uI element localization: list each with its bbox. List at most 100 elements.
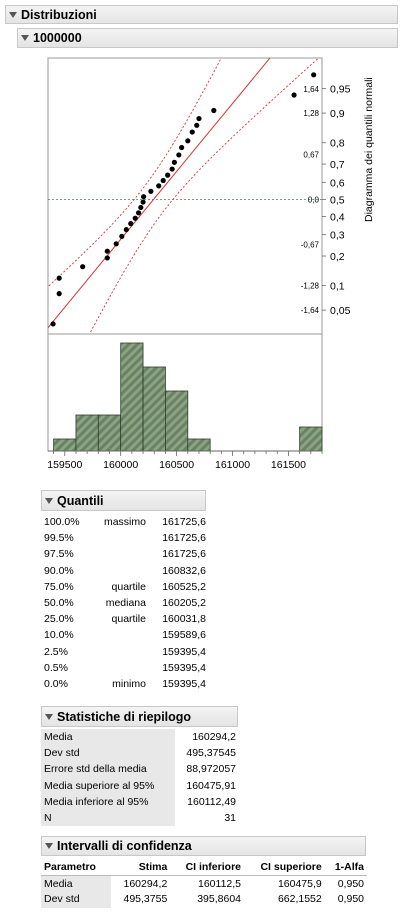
- quantile-pct: 25.0%: [44, 613, 74, 626]
- distributions-header[interactable]: Distribuzioni: [5, 5, 398, 24]
- summary-table: Media 160294,2 Dev std 495,37545 Errore std …: [41, 729, 239, 827]
- disclosure-triangle-icon[interactable]: [45, 843, 53, 849]
- quantile-point: [160, 177, 166, 184]
- quantile-label: [91, 563, 149, 579]
- summary-row: Media superiore al 95% 160475,91: [41, 777, 239, 794]
- x-tick-label: 160500: [159, 459, 194, 471]
- confidence-value: 160112,5: [197, 877, 241, 890]
- summary-row: N 31: [41, 809, 239, 827]
- confidence-column-header: Parametro: [41, 859, 111, 876]
- summary-label: N: [41, 809, 175, 827]
- confidence-table: Parametro Stima CI inferiore CI superiore 1-…: [41, 859, 367, 908]
- quantile-point: [113, 241, 119, 247]
- quantile-point: [148, 188, 154, 194]
- quantile-label: massimo: [103, 516, 146, 529]
- confidence-value: 160294,2: [123, 877, 168, 890]
- quantile-row: 0.5% 159395,4: [41, 660, 209, 676]
- histogram-bar: [142, 366, 166, 452]
- confidence-column-header: 1-Alfa: [324, 859, 367, 876]
- disclosure-triangle-icon[interactable]: [21, 35, 29, 41]
- z-tick-label: -1,64: [301, 306, 320, 315]
- quantile-point: [211, 107, 217, 114]
- variable-header[interactable]: 1000000: [17, 28, 398, 48]
- quantile-value: 159395,4: [162, 661, 206, 674]
- quantile-pct: 0.0%: [44, 677, 68, 690]
- confidence-value: 395,8604: [197, 893, 241, 906]
- probability-tick-label: 0,4: [330, 211, 345, 223]
- quantile-label: [91, 660, 149, 676]
- quantiles-header[interactable]: Quantili: [41, 490, 206, 511]
- summary-label: Errore std della media: [41, 761, 175, 778]
- quantile-point: [123, 227, 129, 233]
- quantile-point: [291, 92, 297, 98]
- quantile-value: 160205,2: [162, 597, 206, 610]
- quantile-pct: 90.0%: [44, 564, 74, 577]
- z-tick-label: 0,0: [308, 195, 320, 204]
- probability-tick-label: 0,9: [330, 108, 345, 120]
- summary-label: Media superiore al 95%: [41, 777, 175, 794]
- x-tick-label: 161500: [271, 459, 306, 471]
- summary-value: 495,37545: [186, 747, 236, 760]
- confidence-value: 662,1552: [277, 893, 322, 906]
- distributions-title: Distribuzioni: [21, 7, 97, 22]
- confidence-parameter: Media: [41, 875, 111, 892]
- quantile-point: [104, 255, 110, 261]
- z-tick-label: -0,67: [301, 240, 320, 249]
- quantile-value: 161725,6: [162, 532, 206, 545]
- x-tick-label: 161000: [215, 459, 250, 471]
- summary-label: Media inferiore al 95%: [41, 793, 175, 810]
- summary-header[interactable]: Statistiche di riepilogo: [41, 706, 238, 727]
- quantile-value: 160525,2: [162, 580, 206, 593]
- quantile-point: [196, 115, 202, 122]
- confidence-header-row: Parametro Stima CI inferiore CI superiore 1-…: [41, 859, 367, 876]
- quantile-row: 10.0% 159589,6: [41, 627, 209, 643]
- confidence-value: 0,950: [337, 877, 364, 890]
- probability-tick-label: 0,1: [330, 281, 345, 293]
- probability-tick-label: 0,5: [330, 194, 345, 206]
- quantile-point: [138, 204, 144, 211]
- quantile-label: mediana: [105, 597, 146, 610]
- summary-row: Dev std 495,37545: [41, 745, 239, 762]
- quantile-point: [135, 210, 142, 216]
- quantile-value: 160031,8: [162, 613, 206, 626]
- confidence-column-header: CI superiore: [244, 859, 325, 876]
- quantile-point: [132, 215, 138, 221]
- probability-tick-label: 0,7: [330, 159, 345, 171]
- confidence-value: 160475,9: [277, 877, 322, 890]
- z-tick-label: 1,28: [303, 109, 319, 118]
- disclosure-triangle-icon[interactable]: [45, 713, 53, 720]
- quantile-row: 97.5% 161725,6: [41, 546, 209, 562]
- summary-value: 31: [224, 812, 236, 825]
- quantile-point: [165, 172, 171, 178]
- quantile-point: [128, 221, 134, 227]
- quantile-row: 50.0% mediana 160205,2: [41, 595, 209, 611]
- quantile-point: [80, 264, 86, 270]
- confidence-band-upper: [48, 58, 222, 288]
- disclosure-triangle-icon[interactable]: [45, 497, 53, 504]
- confidence-header[interactable]: Intervalli di confidenza: [41, 836, 366, 856]
- probability-tick-label: 0,05: [330, 305, 351, 317]
- probability-tick-label: 0,8: [330, 138, 345, 150]
- histogram-bar: [165, 390, 189, 452]
- quantile-label: quartile: [111, 613, 146, 626]
- quantile-point: [104, 248, 110, 254]
- z-tick-label: -1,28: [301, 282, 320, 291]
- histogram-bar: [187, 438, 211, 452]
- normal-fit-line: [48, 58, 271, 328]
- summary-label: Dev std: [41, 745, 175, 762]
- quantile-label: [91, 546, 149, 562]
- disclosure-triangle-icon[interactable]: [9, 11, 17, 18]
- summary-title: Statistiche di riepilogo: [57, 709, 192, 724]
- summary-row: Media inferiore al 95% 160112,49: [41, 793, 239, 810]
- z-tick-label: 1,64: [303, 85, 319, 94]
- quantile-value: 161725,6: [162, 516, 206, 529]
- summary-value: 160475,91: [186, 779, 236, 792]
- quantile-pct: 100.0%: [44, 516, 80, 529]
- quantile-plot-side-label: Diagramma dei quantili normali: [363, 77, 375, 222]
- quantile-label: [91, 627, 149, 643]
- quantile-point: [311, 72, 317, 78]
- histogram-bar: [53, 438, 77, 452]
- x-tick-label: 160000: [103, 459, 138, 471]
- quantile-point: [169, 166, 175, 172]
- quantile-value: 159395,4: [162, 645, 206, 658]
